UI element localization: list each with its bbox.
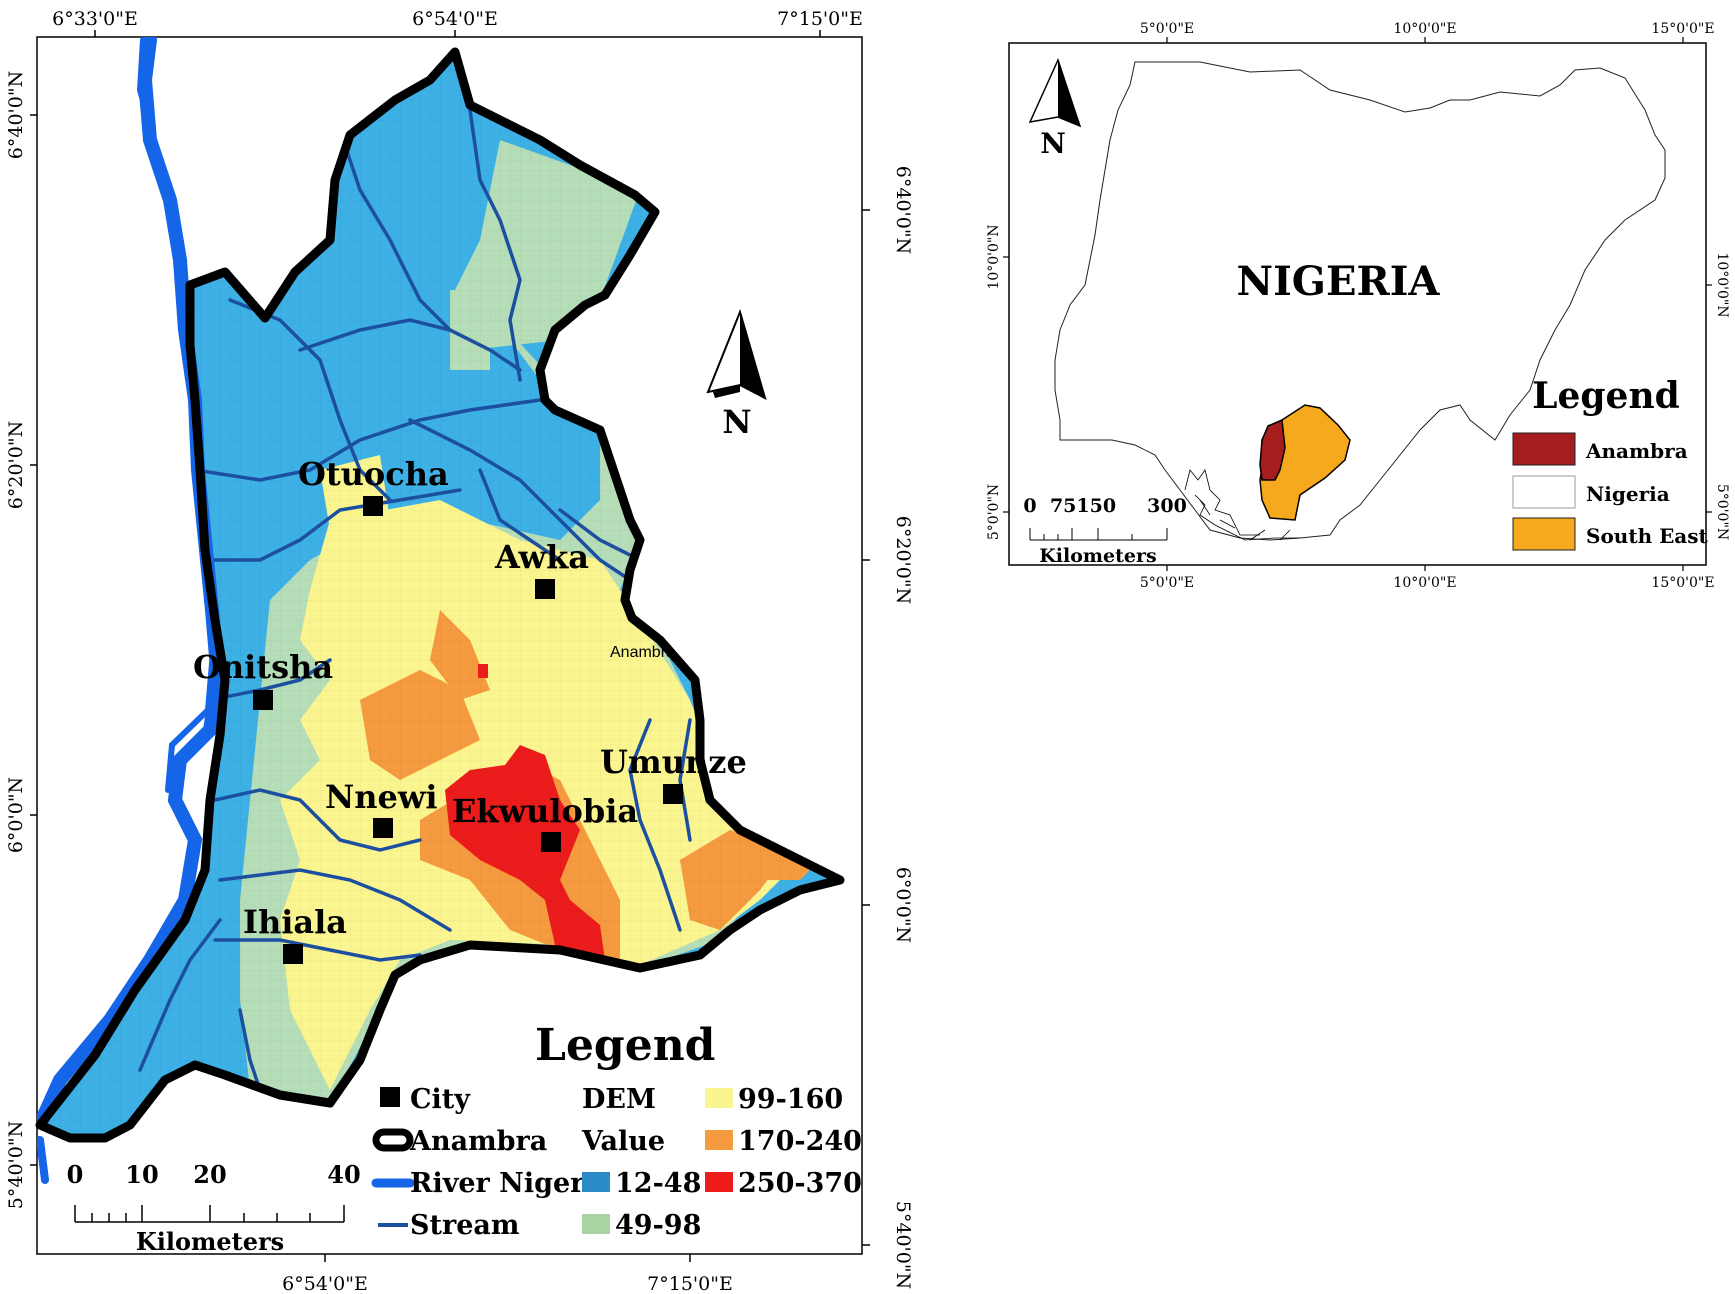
legend-stream-label: Stream <box>410 1210 519 1241</box>
legend-dem-class: 170-240 <box>738 1126 862 1157</box>
legend-dem-class: 49-98 <box>615 1210 701 1241</box>
inset-left-tick: 10°0'0"N <box>986 224 1002 289</box>
legend-city-swatch <box>380 1087 400 1107</box>
inset-scale-unit: Kilometers <box>1039 545 1156 567</box>
inset-scale-tick: 300 <box>1147 495 1187 517</box>
bottom-tick-label: 6°54'0"E <box>282 1273 368 1294</box>
country-label: NIGERIA <box>1237 258 1441 305</box>
delta-coast <box>1184 469 1300 541</box>
streams <box>138 108 692 1092</box>
main-legend-title: Legend <box>535 1020 715 1071</box>
inset-scale-bar: 0 75150 300 Kilometers <box>1023 495 1186 567</box>
legend-value-label: Value <box>581 1126 665 1157</box>
inset-left-tick: 5°0'0"N <box>986 484 1002 540</box>
city-label-umunze: Umunze <box>600 743 747 781</box>
inset-legend-swatch-south-east <box>1512 517 1576 551</box>
city-square-icon <box>541 832 561 852</box>
inset-bottom-tick: 10°0'0"E <box>1393 575 1456 591</box>
city-square-icon <box>535 579 555 599</box>
nigeria-outline <box>1054 61 1666 541</box>
city-label-ekwulobia: Ekwulobia <box>452 792 638 830</box>
legend-dem-class: 250-370 <box>738 1168 862 1199</box>
legend-dem-swatch-99-160 <box>705 1088 733 1108</box>
inset-bottom-tick: 5°0'0"E <box>1140 575 1194 591</box>
inset-scale-tick: 0 <box>1023 495 1036 517</box>
legend-anambra-label: Anambra <box>409 1126 547 1157</box>
legend-dem-swatch-49-98 <box>582 1214 610 1234</box>
top-tick-label: 7°15'0"E <box>777 8 863 30</box>
inset-scale-tick: 75150 <box>1050 495 1116 517</box>
inset-right-tick: 5°0'0"N <box>1714 484 1730 540</box>
inset-bottom-tick: 15°0'0"E <box>1651 575 1714 591</box>
north-label: N <box>722 403 751 441</box>
legend-dem-swatch-170-240 <box>705 1130 733 1150</box>
bottom-tick-label: 7°15'0"E <box>647 1273 733 1294</box>
inset-legend-label: South East <box>1586 524 1709 548</box>
top-tick-label: 6°54'0"E <box>412 8 498 30</box>
north-arrow-icon <box>1028 57 1082 128</box>
inset-top-tick: 5°0'0"E <box>1140 21 1194 37</box>
right-tick-label: 5°40'0"N <box>892 1201 914 1289</box>
inset-map-ticks <box>1003 37 1712 571</box>
scale-tick-label: 20 <box>193 1160 226 1189</box>
legend-dem-swatch-12-48 <box>582 1172 610 1192</box>
city-square-icon <box>663 784 683 804</box>
legend-river-label: River Niger <box>410 1168 585 1199</box>
inset-legend-swatch-anambra <box>1512 432 1576 466</box>
north-arrow-icon <box>706 308 767 400</box>
city-markers <box>253 496 683 964</box>
legend-anambra-swatch <box>372 1128 414 1152</box>
inset-north-label: N <box>1040 127 1066 160</box>
legend-dem-class: 99-160 <box>738 1084 843 1115</box>
main-map-ticks <box>30 30 870 1262</box>
city-square-icon <box>283 944 303 964</box>
main-scale-bar: 0 10 20 40 Kilometers <box>67 1160 361 1256</box>
left-tick-label: 5°40'0"N <box>5 1121 27 1209</box>
scale-tick-label: 0 <box>67 1160 84 1189</box>
city-label-ihiala: Ihiala <box>243 903 347 941</box>
inset-legend-title: Legend <box>1532 375 1680 417</box>
top-tick-label: 6°33'0"E <box>52 8 138 30</box>
inset-legend-label: Anambra <box>1585 439 1688 463</box>
legend-dem-swatch-250-370 <box>705 1172 733 1192</box>
legend-dem-label: DEM <box>582 1084 656 1115</box>
city-label-otuocha: Otuocha <box>298 455 449 493</box>
left-tick-label: 6°0'0"N <box>5 777 27 853</box>
anambra-region <box>1259 418 1286 481</box>
inset-top-tick: 10°0'0"E <box>1393 21 1456 37</box>
right-tick-label: 6°20'0"N <box>892 516 914 604</box>
city-square-icon <box>253 690 273 710</box>
inset-legend-label: Nigeria <box>1586 482 1670 506</box>
left-tick-label: 6°40'0"N <box>5 71 27 159</box>
inset-legend-swatch-nigeria <box>1512 475 1576 509</box>
city-label-awka: Awka <box>494 538 589 576</box>
left-tick-label: 6°20'0"N <box>5 421 27 509</box>
city-square-icon <box>373 818 393 838</box>
city-label-onitsha: Onitsha <box>193 648 333 686</box>
inset-right-tick: 10°0'0"N <box>1714 252 1730 317</box>
inset-top-tick: 15°0'0"E <box>1651 21 1714 37</box>
right-tick-label: 6°0'0"N <box>892 867 914 943</box>
main-legend: Legend City Anambra River Niger Stream D… <box>371 1020 862 1241</box>
city-square-icon <box>363 496 383 516</box>
inset-legend: Legend Anambra Nigeria South East <box>1512 375 1709 551</box>
scale-tick-label: 10 <box>125 1160 158 1189</box>
legend-city-label: City <box>410 1084 471 1115</box>
scale-tick-label: 40 <box>327 1160 360 1189</box>
right-tick-label: 6°40'0"N <box>892 166 914 254</box>
scale-unit: Kilometers <box>136 1227 284 1256</box>
city-label-nnewi: Nnewi <box>325 778 438 816</box>
anambra-small-label: Anambra <box>610 644 675 661</box>
legend-dem-class: 12-48 <box>615 1168 701 1199</box>
